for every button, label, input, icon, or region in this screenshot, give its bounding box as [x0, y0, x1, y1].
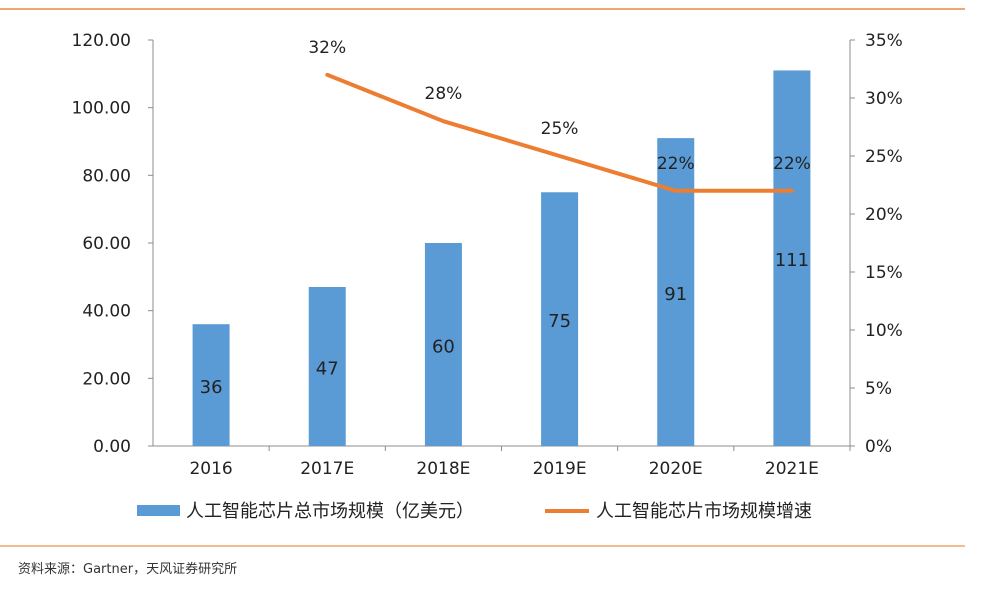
x-tick-label: 2020E — [649, 459, 703, 479]
right-tick-label: 35% — [865, 31, 903, 51]
right-tick-label: 5% — [865, 379, 892, 399]
left-tick-label: 0.00 — [93, 437, 131, 457]
data-labels: 36 47 60 75 91 111 32% 28% 25% 22% 22% — [200, 38, 811, 398]
growth-value-label: 28% — [425, 84, 463, 104]
growth-value-label: 22% — [657, 154, 695, 174]
bar-value-label: 91 — [664, 284, 687, 305]
bar — [541, 192, 579, 446]
left-tick-label: 120.00 — [72, 31, 131, 51]
bar-value-label: 60 — [432, 337, 455, 358]
legend: 人工智能芯片总市场规模（亿美元） 人工智能芯片市场规模增速 — [137, 501, 812, 522]
left-tick-label: 40.00 — [82, 302, 131, 322]
growth-value-label: 32% — [308, 38, 346, 58]
x-tick-label: 2019E — [533, 459, 587, 479]
x-tick-label: 2016 — [189, 459, 232, 479]
right-tick-label: 15% — [865, 263, 903, 283]
right-tick-label: 10% — [865, 321, 903, 341]
growth-value-label: 25% — [541, 119, 579, 139]
legend-bar-label: 人工智能芯片总市场规模（亿美元） — [186, 501, 474, 522]
bars — [192, 70, 811, 446]
left-tick-label: 20.00 — [82, 369, 131, 389]
bar — [308, 286, 346, 446]
bar-value-label: 36 — [200, 377, 223, 398]
legend-line-label: 人工智能芯片市场规模增速 — [596, 501, 812, 522]
legend-bar-swatch — [137, 505, 180, 516]
left-tick-label: 80.00 — [82, 166, 131, 186]
x-tick-label: 2017E — [300, 459, 354, 479]
source-note: 资料来源：Gartner，天风证券研究所 — [18, 561, 237, 577]
x-tick-label: 2018E — [416, 459, 470, 479]
right-tick-label: 25% — [865, 147, 903, 167]
right-tick-label: 20% — [865, 205, 903, 225]
right-tick-label: 0% — [865, 437, 892, 457]
growth-line — [325, 72, 794, 193]
axes: 0.00 20.00 40.00 60.00 80.00 100.00 120.00 0% 5%… — [72, 31, 903, 479]
x-tick-label: 2021E — [765, 459, 819, 479]
bar — [192, 324, 230, 446]
bar — [773, 70, 811, 446]
left-tick-label: 100.00 — [72, 99, 131, 119]
bar-value-label: 47 — [316, 358, 339, 379]
growth-value-label: 22% — [773, 154, 811, 174]
bar — [424, 243, 462, 446]
left-tick-label: 60.00 — [82, 234, 131, 254]
right-tick-label: 30% — [865, 89, 903, 109]
bar-value-label: 111 — [775, 250, 809, 271]
bar-value-label: 75 — [548, 311, 571, 332]
